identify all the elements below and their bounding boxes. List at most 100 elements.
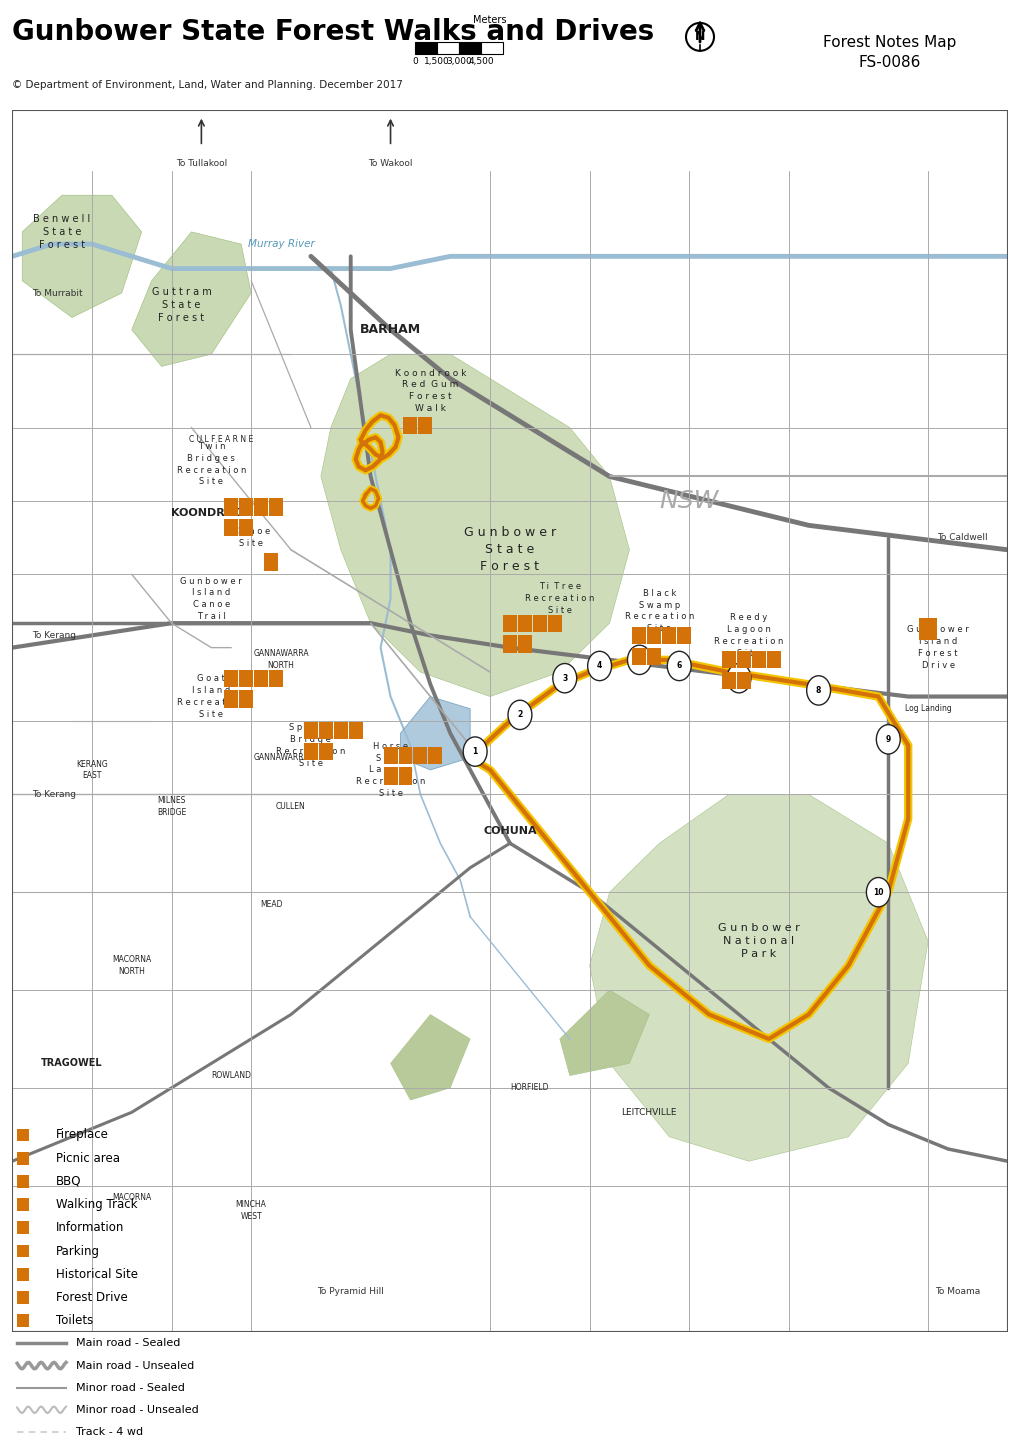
Text: Murray River: Murray River bbox=[248, 239, 314, 249]
Text: 6: 6 bbox=[676, 662, 681, 671]
Text: Log Landing: Log Landing bbox=[904, 704, 951, 714]
Polygon shape bbox=[131, 232, 251, 366]
Text: 5: 5 bbox=[636, 655, 641, 665]
Text: 3: 3 bbox=[561, 673, 567, 682]
Text: BARHAM: BARHAM bbox=[360, 323, 421, 336]
Text: GANNAWARRA: GANNAWARRA bbox=[253, 753, 309, 763]
FancyBboxPatch shape bbox=[239, 669, 253, 686]
FancyBboxPatch shape bbox=[518, 636, 531, 653]
FancyBboxPatch shape bbox=[751, 652, 765, 669]
FancyBboxPatch shape bbox=[269, 669, 282, 686]
Text: TRAGOWEL: TRAGOWEL bbox=[41, 1058, 103, 1069]
Text: KERANG
EAST: KERANG EAST bbox=[76, 760, 108, 780]
Text: BBQ: BBQ bbox=[56, 1175, 82, 1188]
Text: 3,000: 3,000 bbox=[445, 56, 472, 66]
Text: GANNAWARRA
NORTH: GANNAWARRA NORTH bbox=[253, 649, 309, 671]
Text: G u t t r a m
S t a t e
F o r e s t: G u t t r a m S t a t e F o r e s t bbox=[152, 287, 211, 323]
FancyBboxPatch shape bbox=[398, 747, 412, 764]
Text: 9: 9 bbox=[884, 735, 890, 744]
FancyBboxPatch shape bbox=[224, 519, 238, 536]
FancyBboxPatch shape bbox=[677, 627, 691, 645]
Text: MACORNA
NORTH: MACORNA NORTH bbox=[112, 955, 151, 976]
FancyBboxPatch shape bbox=[661, 627, 676, 645]
Circle shape bbox=[507, 701, 531, 730]
Text: 2: 2 bbox=[517, 711, 522, 720]
FancyBboxPatch shape bbox=[17, 1129, 30, 1141]
Text: Minor road - Unsealed: Minor road - Unsealed bbox=[75, 1405, 199, 1415]
Text: G u n b o w e r
I s l a n d
F o r e s t
D r i v e: G u n b o w e r I s l a n d F o r e s t … bbox=[906, 626, 968, 671]
FancyBboxPatch shape bbox=[239, 519, 253, 536]
Text: Meters: Meters bbox=[473, 14, 506, 25]
FancyBboxPatch shape bbox=[304, 743, 318, 760]
Text: 4,500: 4,500 bbox=[468, 56, 493, 66]
Bar bbox=[481, 42, 502, 53]
Text: T w i n
B r i d g e s
R e c r e a t i o n
S i t e: T w i n B r i d g e s R e c r e a t i o … bbox=[176, 443, 246, 486]
FancyBboxPatch shape bbox=[224, 499, 238, 516]
Polygon shape bbox=[22, 195, 142, 317]
FancyBboxPatch shape bbox=[647, 647, 660, 665]
FancyBboxPatch shape bbox=[502, 614, 517, 632]
Text: Forest Notes Map: Forest Notes Map bbox=[822, 35, 956, 50]
Text: Toilets: Toilets bbox=[56, 1314, 94, 1327]
FancyBboxPatch shape bbox=[413, 747, 427, 764]
Text: 1,500: 1,500 bbox=[424, 56, 449, 66]
Text: Track - 4 wd: Track - 4 wd bbox=[75, 1428, 143, 1436]
Text: 10: 10 bbox=[872, 888, 882, 897]
FancyBboxPatch shape bbox=[333, 722, 347, 740]
Text: Historical Site: Historical Site bbox=[56, 1268, 139, 1280]
Text: HORFIELD: HORFIELD bbox=[511, 1083, 548, 1093]
Text: G u n b o w e r
N a t i o n a l
P a r k: G u n b o w e r N a t i o n a l P a r k bbox=[717, 923, 799, 959]
Text: 4: 4 bbox=[596, 662, 601, 671]
Text: To Tullakool: To Tullakool bbox=[175, 159, 227, 167]
FancyBboxPatch shape bbox=[17, 1221, 30, 1234]
Text: Walking Track: Walking Track bbox=[56, 1198, 138, 1211]
FancyBboxPatch shape bbox=[269, 499, 282, 516]
Text: Main road - Sealed: Main road - Sealed bbox=[75, 1338, 180, 1348]
FancyBboxPatch shape bbox=[264, 554, 278, 571]
FancyBboxPatch shape bbox=[17, 1291, 30, 1304]
FancyBboxPatch shape bbox=[304, 722, 318, 740]
Circle shape bbox=[587, 652, 611, 681]
FancyBboxPatch shape bbox=[547, 614, 561, 632]
Text: COHUNA: COHUNA bbox=[483, 826, 536, 836]
FancyBboxPatch shape bbox=[632, 627, 646, 645]
Text: MACORNA: MACORNA bbox=[112, 1194, 151, 1203]
Text: MINCHA
WEST: MINCHA WEST bbox=[235, 1200, 266, 1220]
Text: LEITCHVILLE: LEITCHVILLE bbox=[621, 1107, 677, 1116]
FancyBboxPatch shape bbox=[17, 1152, 30, 1165]
Text: To Wakool: To Wakool bbox=[368, 159, 413, 167]
FancyBboxPatch shape bbox=[398, 767, 412, 784]
Text: Picnic area: Picnic area bbox=[56, 1152, 120, 1165]
Circle shape bbox=[666, 652, 691, 681]
Circle shape bbox=[875, 725, 900, 754]
Text: Forest Drive: Forest Drive bbox=[56, 1291, 128, 1304]
Text: G o a t
I s l a n d
R e c r e a t i o n
S i t e: G o a t I s l a n d R e c r e a t i o n … bbox=[176, 675, 246, 718]
Text: C U L F E A R N E: C U L F E A R N E bbox=[189, 435, 253, 444]
Polygon shape bbox=[559, 991, 649, 1076]
FancyBboxPatch shape bbox=[17, 1198, 30, 1211]
Text: NSW: NSW bbox=[659, 489, 718, 513]
Circle shape bbox=[552, 663, 576, 692]
FancyBboxPatch shape bbox=[518, 614, 531, 632]
Text: To Murrabit: To Murrabit bbox=[33, 288, 83, 297]
Text: To Caldwell: To Caldwell bbox=[936, 534, 986, 542]
FancyBboxPatch shape bbox=[721, 652, 736, 669]
Text: 0: 0 bbox=[412, 56, 418, 66]
Circle shape bbox=[865, 878, 890, 907]
Text: To Kerang: To Kerang bbox=[33, 632, 76, 640]
Text: © Department of Environment, Land, Water and Planning. December 2017: © Department of Environment, Land, Water… bbox=[12, 79, 403, 89]
Text: MEAD: MEAD bbox=[260, 900, 282, 908]
FancyBboxPatch shape bbox=[632, 647, 646, 665]
Polygon shape bbox=[400, 696, 470, 770]
FancyBboxPatch shape bbox=[17, 1175, 30, 1188]
Text: 8: 8 bbox=[815, 686, 820, 695]
Text: ROWLAND: ROWLAND bbox=[211, 1071, 251, 1080]
FancyBboxPatch shape bbox=[404, 417, 417, 434]
Text: To Pyramid Hill: To Pyramid Hill bbox=[317, 1286, 384, 1296]
Circle shape bbox=[627, 645, 651, 675]
FancyBboxPatch shape bbox=[647, 627, 660, 645]
Polygon shape bbox=[321, 355, 629, 696]
Text: 7: 7 bbox=[736, 673, 741, 682]
FancyBboxPatch shape bbox=[766, 652, 780, 669]
Text: Information: Information bbox=[56, 1221, 124, 1234]
